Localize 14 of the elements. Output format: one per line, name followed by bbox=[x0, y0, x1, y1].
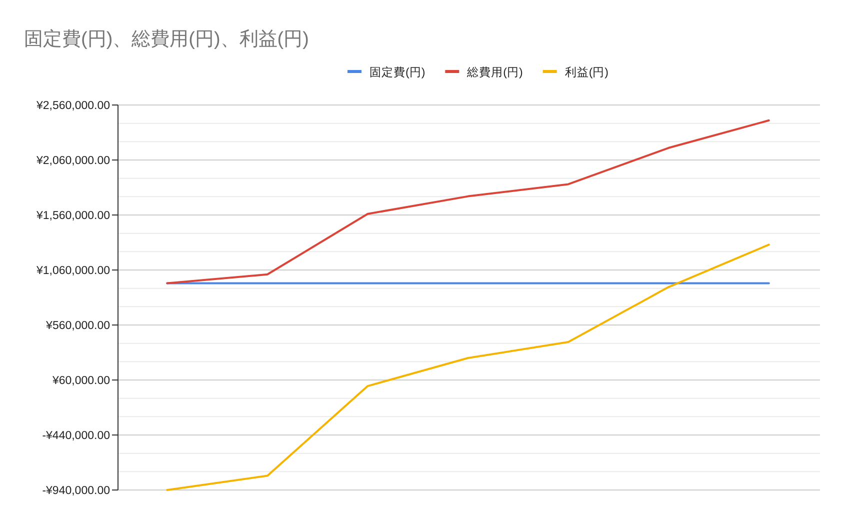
legend-label: 利益(円) bbox=[564, 66, 609, 79]
chart-title: 固定費(円)、総費用(円)、利益(円) bbox=[24, 28, 309, 50]
y-tick-label: ¥1,560,000.00 bbox=[35, 210, 110, 222]
y-tick-label: ¥2,060,000.00 bbox=[35, 155, 110, 167]
y-tick-label: ¥2,560,000.00 bbox=[35, 100, 110, 112]
y-tick-label: ¥60,000.00 bbox=[51, 375, 110, 387]
line-series bbox=[166, 119, 770, 284]
line-series bbox=[166, 244, 770, 491]
y-tick-label: ¥1,060,000.00 bbox=[35, 265, 110, 277]
y-tick-label: -¥940,000.00 bbox=[42, 485, 110, 497]
y-tick-label: -¥440,000.00 bbox=[42, 430, 110, 442]
y-tick-label: ¥560,000.00 bbox=[45, 320, 110, 332]
legend-label: 固定費(円) bbox=[369, 65, 426, 79]
legend-label: 総費用(円) bbox=[466, 66, 523, 79]
